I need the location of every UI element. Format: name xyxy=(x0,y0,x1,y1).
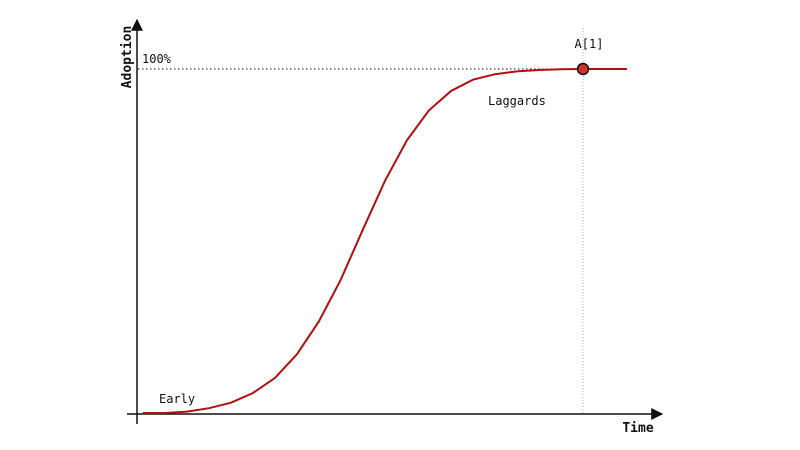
saturation-point-label: A[1] xyxy=(575,37,604,51)
early-phase-label: Early xyxy=(159,392,195,406)
max-adoption-label: 100% xyxy=(142,52,172,66)
laggards-phase-label: Laggards xyxy=(488,94,546,108)
adoption-s-curve xyxy=(143,68,627,414)
saturation-point-marker xyxy=(576,62,590,76)
x-axis-title: Time xyxy=(622,421,653,436)
y-axis-title: Adoption xyxy=(120,26,135,89)
